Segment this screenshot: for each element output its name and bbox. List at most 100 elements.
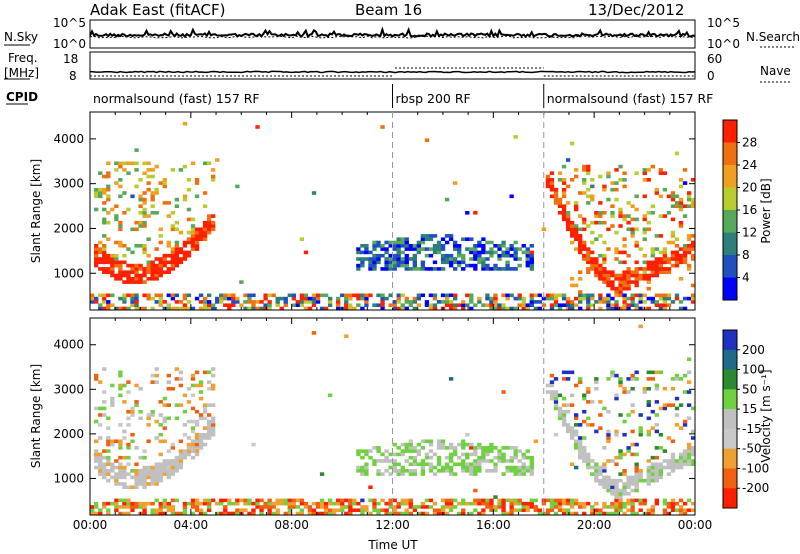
- heat-cell: [134, 400, 139, 404]
- heat-cell: [102, 472, 107, 476]
- heat-cell: [94, 459, 99, 463]
- heat-cell: [158, 181, 163, 185]
- heat-cell: [356, 257, 361, 261]
- heat-cell: [690, 406, 696, 411]
- heat-cell: [642, 217, 647, 222]
- heat-cell: [392, 267, 397, 271]
- heat-cell: [102, 390, 107, 394]
- heat-cell: [404, 296, 409, 301]
- heat-cell: [448, 508, 454, 513]
- heat-cell: [114, 263, 119, 268]
- heat-cell: [98, 240, 103, 245]
- heat-cell: [360, 472, 365, 476]
- heat-cell: [372, 462, 377, 467]
- heat-cell: [106, 462, 111, 467]
- heat-cell: [481, 250, 486, 255]
- heat-cell: [529, 300, 534, 304]
- heat-cell: [493, 293, 498, 298]
- heat-cell: [440, 257, 446, 261]
- heat-cell: [114, 204, 119, 208]
- heat-cell: [356, 303, 361, 307]
- heat-cell: [166, 303, 171, 307]
- heat-cell: [578, 449, 583, 453]
- heat-cell: [517, 263, 522, 268]
- heat-cell: [110, 207, 115, 212]
- heat-cell: [666, 211, 672, 215]
- heat-cell: [626, 377, 631, 381]
- heat-cell: [344, 303, 349, 307]
- heat-cell: [380, 247, 385, 251]
- heat-cell: [682, 253, 688, 258]
- heat-cell: [311, 501, 317, 506]
- heat-cell: [606, 174, 611, 179]
- heat-cell: [162, 403, 167, 407]
- heat-cell: [650, 296, 655, 301]
- heat-cell: [465, 501, 470, 506]
- heat-cell: [396, 247, 401, 251]
- cpid-segment-label: normalsound (fast) 157 RF: [547, 91, 714, 106]
- heat-cell: [154, 436, 159, 440]
- heat-cell: [166, 403, 171, 407]
- heat-cell: [134, 303, 139, 307]
- heat-cell: [202, 303, 208, 307]
- heat-cell: [622, 244, 627, 248]
- heat-cell: [206, 386, 212, 391]
- heat-cell: [501, 303, 506, 307]
- heat-cell: [154, 508, 159, 513]
- heat-cell: [465, 247, 470, 251]
- colorbar-tick-label: 12: [742, 226, 757, 240]
- heat-cell: [565, 300, 571, 304]
- heat-cell: [626, 478, 631, 483]
- heat-cell: [344, 300, 349, 304]
- heat-cell: [384, 240, 389, 245]
- heat-cell: [594, 508, 599, 513]
- heat-cell: [404, 263, 409, 268]
- heat-cell: [646, 432, 651, 437]
- heat-cell: [424, 247, 430, 251]
- heat-cell: [686, 380, 692, 384]
- heat-cell: [630, 303, 635, 307]
- heat-cell: [255, 505, 260, 509]
- heat-cell: [642, 293, 647, 298]
- heat-cell: [489, 253, 494, 258]
- heat-cell: [614, 505, 619, 509]
- y-tick-label: 3000: [53, 177, 84, 191]
- heat-cell: [98, 171, 103, 175]
- heat-cell: [194, 423, 200, 427]
- heat-cell: [646, 263, 651, 268]
- heat-cell: [469, 300, 474, 304]
- heat-cell: [453, 446, 458, 450]
- heat-cell: [122, 400, 127, 404]
- heat-cell: [114, 439, 119, 444]
- heat-cell: [505, 498, 510, 503]
- heat-cell: [392, 257, 397, 261]
- heat-cell: [150, 380, 155, 384]
- heat-cell: [654, 475, 659, 480]
- heat-cell: [376, 293, 381, 298]
- heat-cell: [231, 296, 236, 301]
- heat-cell: [219, 511, 224, 516]
- heat-cell: [194, 230, 200, 235]
- heat-cell: [396, 469, 401, 473]
- heat-cell: [110, 442, 115, 447]
- heat-cell: [194, 234, 200, 238]
- heat-cell: [448, 300, 454, 304]
- heat-cell: [610, 280, 615, 284]
- heat-cell: [578, 380, 583, 384]
- heat-cell: [102, 257, 107, 261]
- heat-cell: [198, 446, 204, 450]
- heat-cell: [166, 501, 171, 506]
- heat-cell: [662, 214, 668, 218]
- heat-cell: [102, 201, 107, 205]
- heat-cell: [372, 257, 377, 261]
- heat-cell: [198, 432, 204, 437]
- heat-cell: [412, 505, 417, 509]
- heat-cell: [231, 303, 236, 307]
- heat-cell: [146, 161, 151, 166]
- heat-cell: [561, 409, 567, 414]
- heat-cell: [594, 273, 599, 278]
- heat-cell: [586, 253, 591, 258]
- heat-cell: [465, 237, 470, 241]
- colorbar-swatch: [723, 165, 737, 188]
- heat-cell: [404, 469, 409, 473]
